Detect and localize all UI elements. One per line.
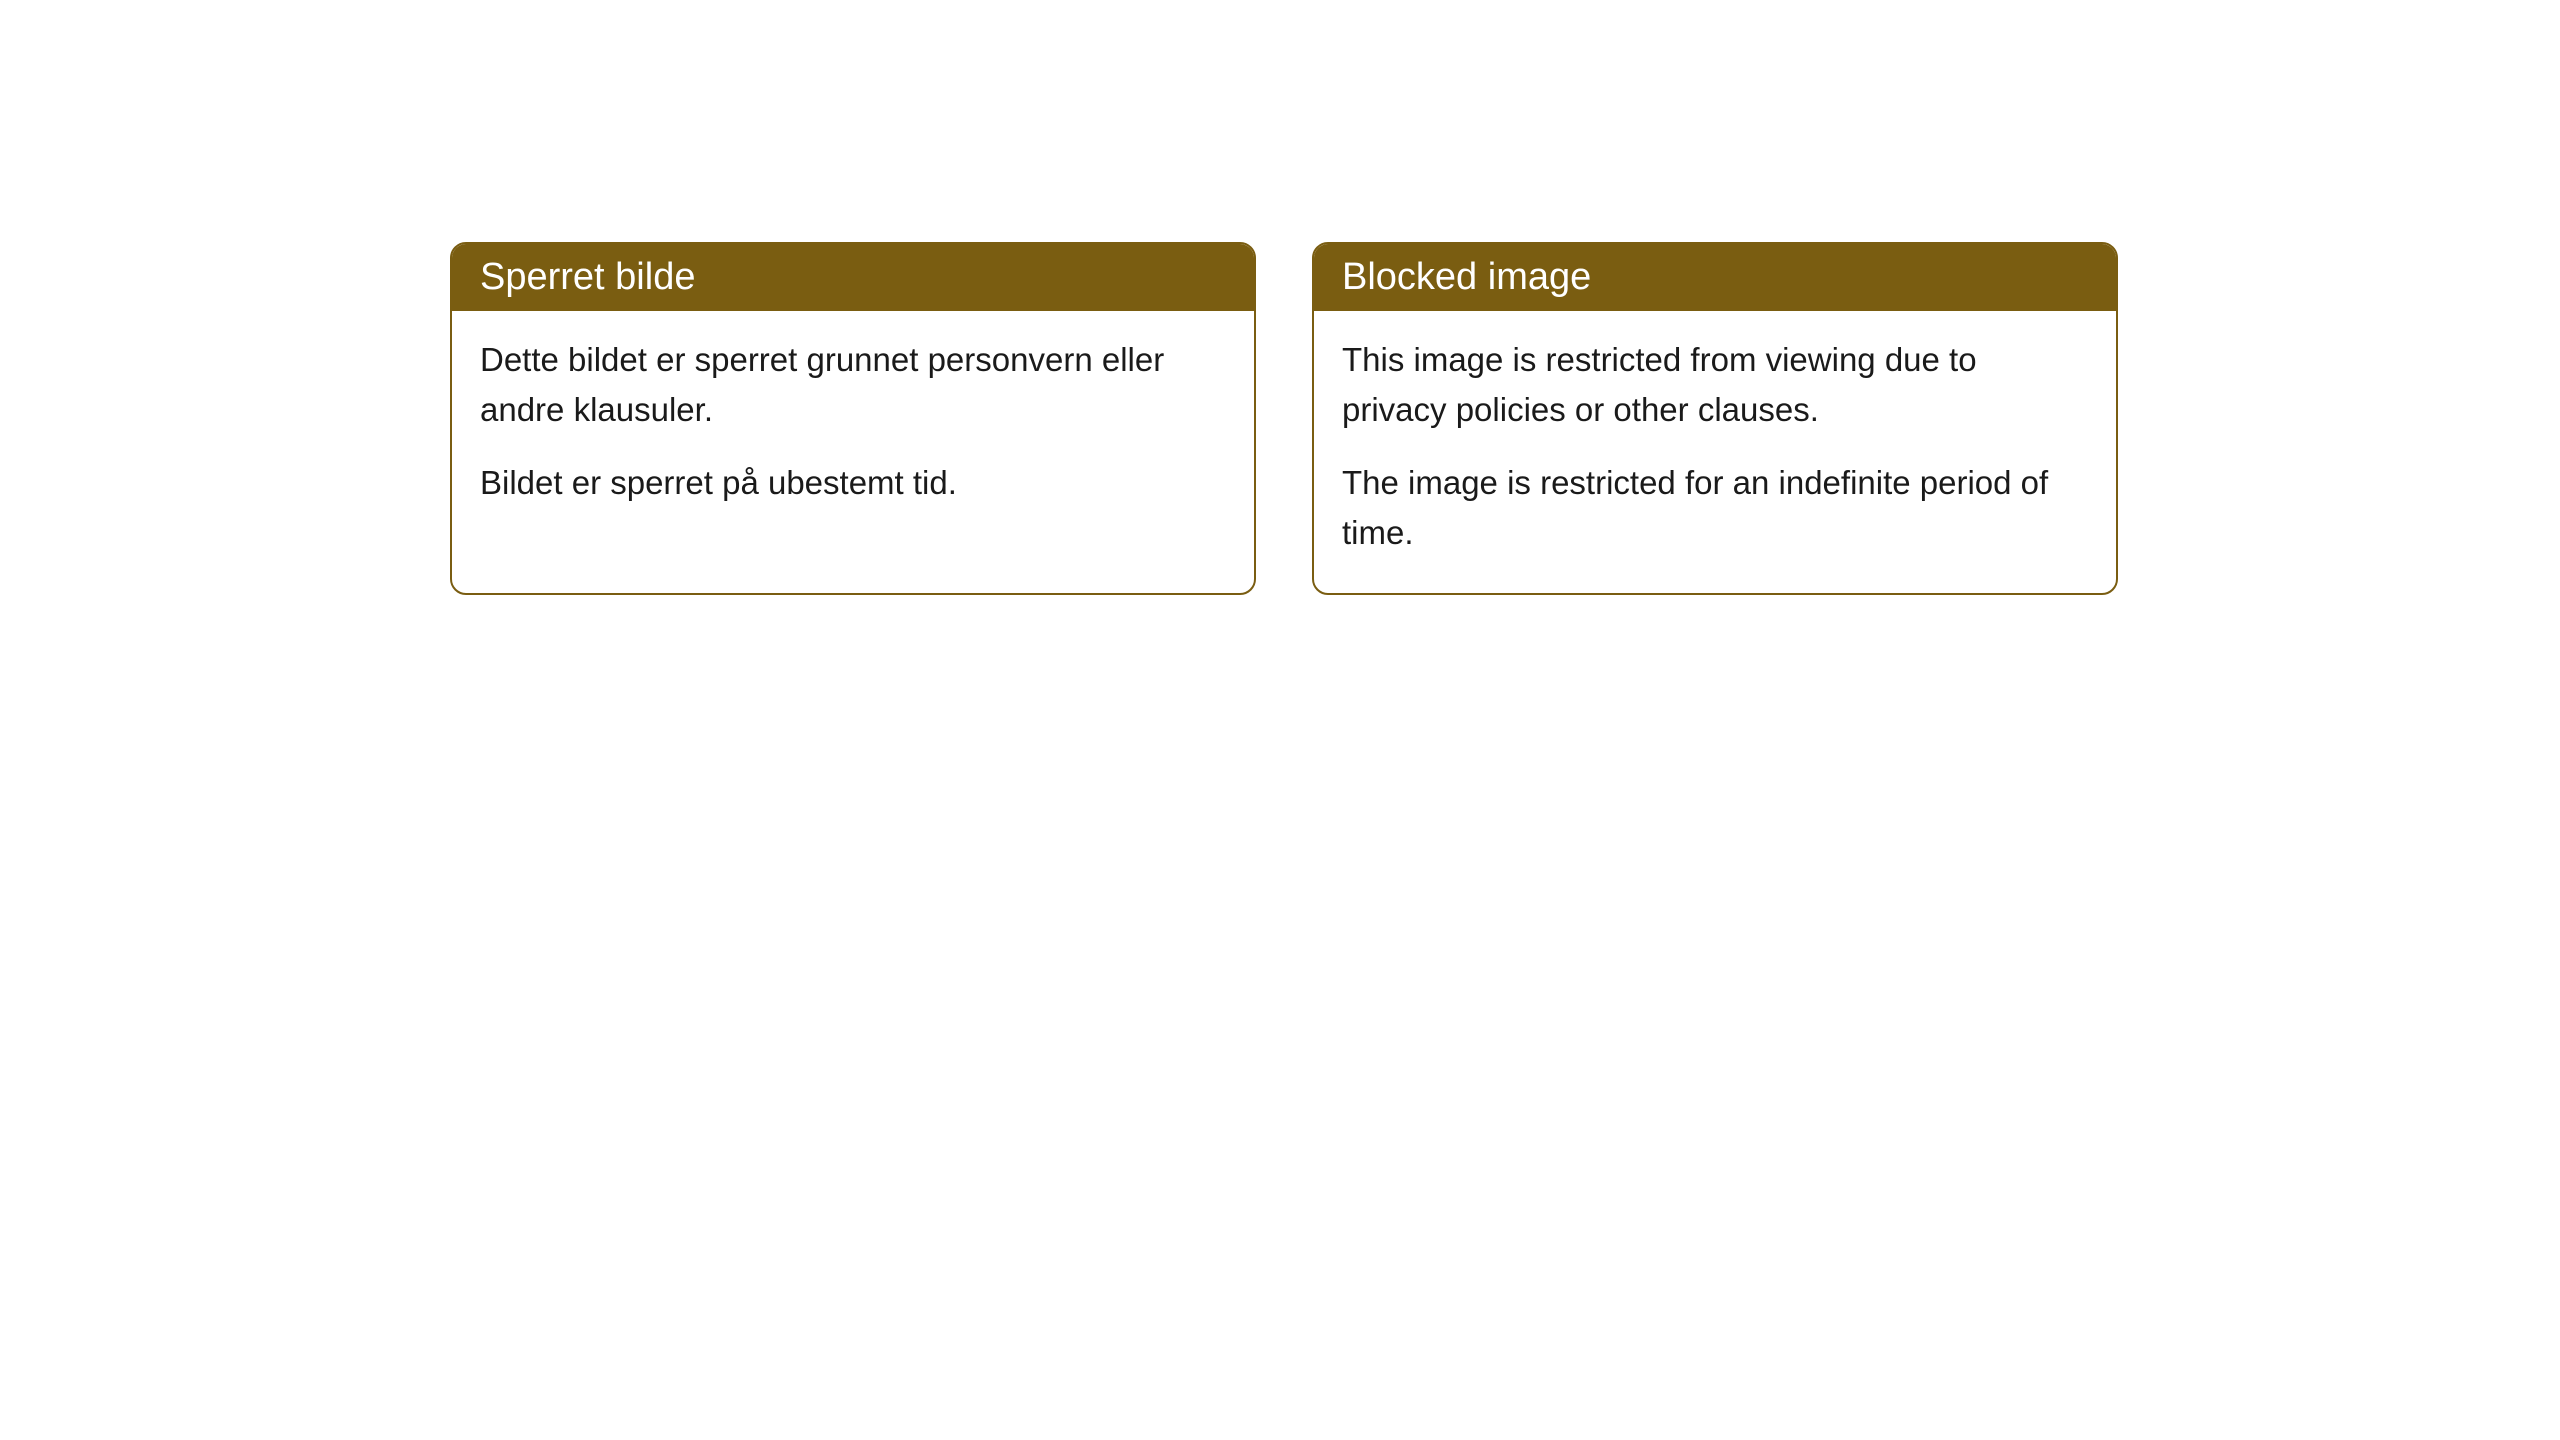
cards-container: Sperret bilde Dette bildet er sperret gr… [0, 0, 2560, 595]
card-paragraph-2: The image is restricted for an indefinit… [1342, 458, 2088, 557]
card-paragraph-2: Bildet er sperret på ubestemt tid. [480, 458, 1226, 508]
card-header: Sperret bilde [452, 244, 1254, 311]
card-paragraph-1: This image is restricted from viewing du… [1342, 335, 2088, 434]
card-title: Blocked image [1342, 256, 1591, 298]
card-title: Sperret bilde [480, 256, 695, 298]
card-body: This image is restricted from viewing du… [1314, 311, 2116, 593]
card-paragraph-1: Dette bildet er sperret grunnet personve… [480, 335, 1226, 434]
card-body: Dette bildet er sperret grunnet personve… [452, 311, 1254, 544]
blocked-image-card-norwegian: Sperret bilde Dette bildet er sperret gr… [450, 242, 1256, 595]
blocked-image-card-english: Blocked image This image is restricted f… [1312, 242, 2118, 595]
card-header: Blocked image [1314, 244, 2116, 311]
